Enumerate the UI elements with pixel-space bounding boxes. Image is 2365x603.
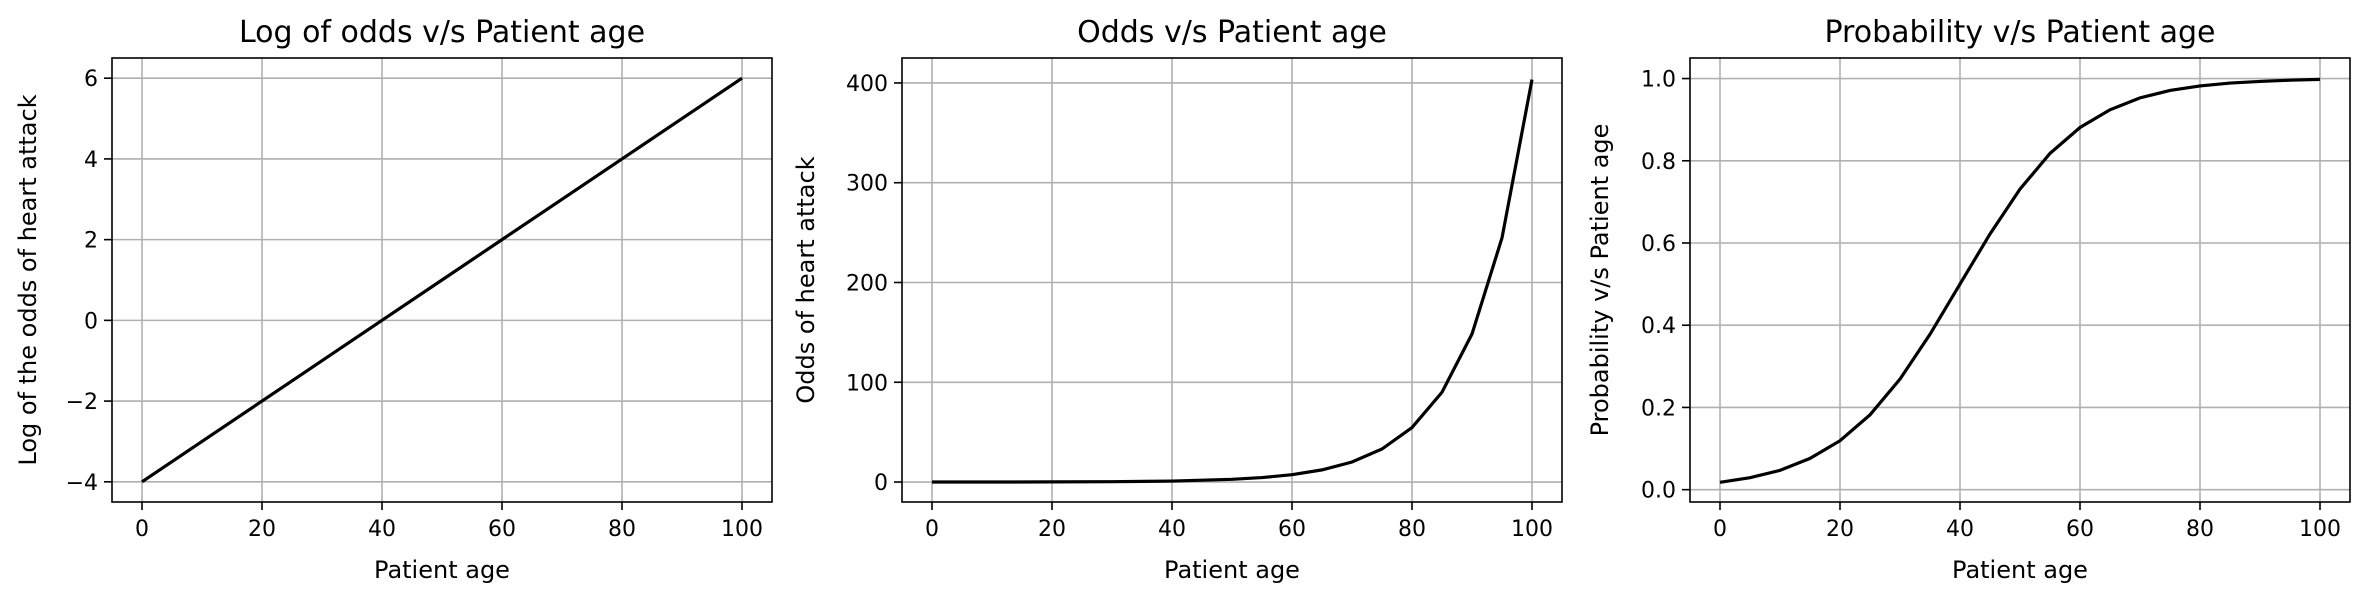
x-tick-label: 0 (925, 517, 939, 542)
y-tick-label: 2 (84, 229, 98, 254)
x-tick-label: 40 (1158, 517, 1186, 542)
x-tick-label: 40 (368, 517, 396, 542)
series-line (141, 76, 743, 484)
x-tick-label: 20 (1826, 517, 1854, 542)
plot-frame (1689, 57, 2351, 503)
x-tick-label: 100 (721, 517, 763, 542)
x-tick-label: 40 (1946, 517, 1974, 542)
chart-panel-probability: Probability v/s Patient age 0 20 40 60 80 100… (1586, 15, 2351, 584)
chart-title: Log of odds v/s Patient age (239, 15, 645, 50)
x-tick-label: 0 (1713, 517, 1727, 542)
y-tick-label: 0 (874, 471, 888, 496)
y-axis-label: Log of the odds of heart attack (14, 94, 42, 465)
y-tick-label: 100 (846, 371, 888, 396)
y-tick-label: 0.0 (1641, 479, 1676, 504)
y-axis-label: Probability v/s Patient age (1586, 124, 1614, 437)
y-tick-label: −4 (66, 471, 98, 496)
x-axis-label: Patient age (1952, 556, 2088, 584)
x-tick-label: 100 (2299, 517, 2341, 542)
y-tick-label: 0.2 (1641, 396, 1676, 421)
x-tick-label: 100 (1511, 517, 1553, 542)
x-tick-label: 60 (488, 517, 516, 542)
x-tick-label: 0 (135, 517, 149, 542)
y-tick-label: 1.0 (1641, 68, 1676, 93)
series-line (1719, 77, 2321, 484)
y-tick-label: 200 (846, 271, 888, 296)
chart-title: Odds v/s Patient age (1077, 15, 1387, 50)
series-line (931, 79, 1534, 484)
y-tick-label: 4 (84, 148, 98, 173)
y-tick-label: 0.4 (1641, 314, 1676, 339)
x-tick-label: 20 (248, 517, 276, 542)
x-tick-label: 80 (1398, 517, 1426, 542)
chart-panel-log-odds: Log of odds v/s Patient age 0 20 40 60 80 100… (14, 15, 773, 584)
x-axis-label: Patient age (1164, 556, 1300, 584)
y-tick-label: 0 (84, 309, 98, 334)
x-tick-label: 80 (608, 517, 636, 542)
y-tick-label: 0.6 (1641, 232, 1676, 257)
chart-panel-odds: Odds v/s Patient age 0 20 40 60 80 100 0 100 200… (792, 15, 1563, 584)
y-tick-label: 6 (84, 67, 98, 92)
x-tick-label: 20 (1038, 517, 1066, 542)
y-tick-label: −2 (66, 390, 98, 415)
plot-frame (901, 57, 1563, 503)
x-tick-label: 80 (2186, 517, 2214, 542)
y-tick-label: 0.8 (1641, 150, 1676, 175)
x-tick-label: 60 (2066, 517, 2094, 542)
y-tick-label: 400 (846, 72, 888, 97)
chart-title: Probability v/s Patient age (1824, 15, 2215, 50)
x-tick-label: 60 (1278, 517, 1306, 542)
plot-frame (111, 57, 773, 503)
y-axis-label: Odds of heart attack (792, 156, 820, 403)
x-axis-label: Patient age (374, 556, 510, 584)
y-tick-label: 300 (846, 172, 888, 197)
